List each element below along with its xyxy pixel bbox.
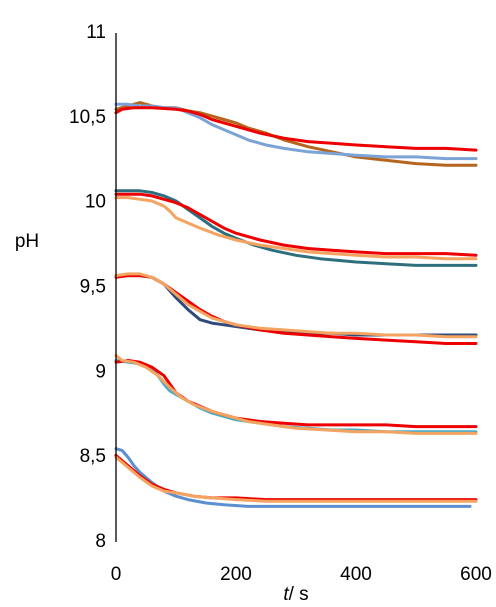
x-tick-label: 200 bbox=[220, 564, 252, 585]
x-axis-title-unit: / s bbox=[289, 584, 309, 605]
y-tick-label: 9,5 bbox=[80, 277, 106, 298]
series-line-9 bbox=[114, 272, 478, 339]
series-line-8 bbox=[114, 274, 478, 345]
x-tick-label: 0 bbox=[111, 564, 122, 585]
y-tick-labels: 8 8,5 9 9,5 10 10,5 11 bbox=[69, 22, 106, 552]
series-line-6 bbox=[114, 192, 478, 257]
series-line-3 bbox=[114, 106, 478, 152]
series-line-13 bbox=[114, 447, 472, 508]
y-axis-title: pH bbox=[15, 231, 39, 252]
y-tick-label: 11 bbox=[86, 22, 106, 43]
series-line-5 bbox=[114, 196, 478, 261]
x-axis-title-symbol: t bbox=[283, 584, 289, 605]
series-group bbox=[114, 101, 478, 508]
x-tick-labels: 0 200 400 600 bbox=[111, 564, 492, 585]
y-tick-label: 9 bbox=[95, 361, 106, 382]
y-tick-label: 8 bbox=[95, 531, 106, 552]
series-line-7 bbox=[114, 274, 478, 337]
y-tick-label: 10 bbox=[85, 192, 106, 213]
x-axis-title: t/ s bbox=[283, 584, 308, 605]
series-line-12 bbox=[114, 353, 478, 435]
series-line-10 bbox=[114, 359, 478, 434]
x-tick-label: 400 bbox=[340, 564, 372, 585]
x-tick-label: 600 bbox=[460, 564, 492, 585]
series-line-11 bbox=[114, 359, 478, 429]
series-line-15 bbox=[114, 455, 478, 503]
series-line-4 bbox=[114, 189, 478, 267]
y-tick-label: 10,5 bbox=[69, 107, 106, 128]
y-tick-label: 8,5 bbox=[80, 446, 106, 467]
series-line-2 bbox=[114, 102, 478, 161]
